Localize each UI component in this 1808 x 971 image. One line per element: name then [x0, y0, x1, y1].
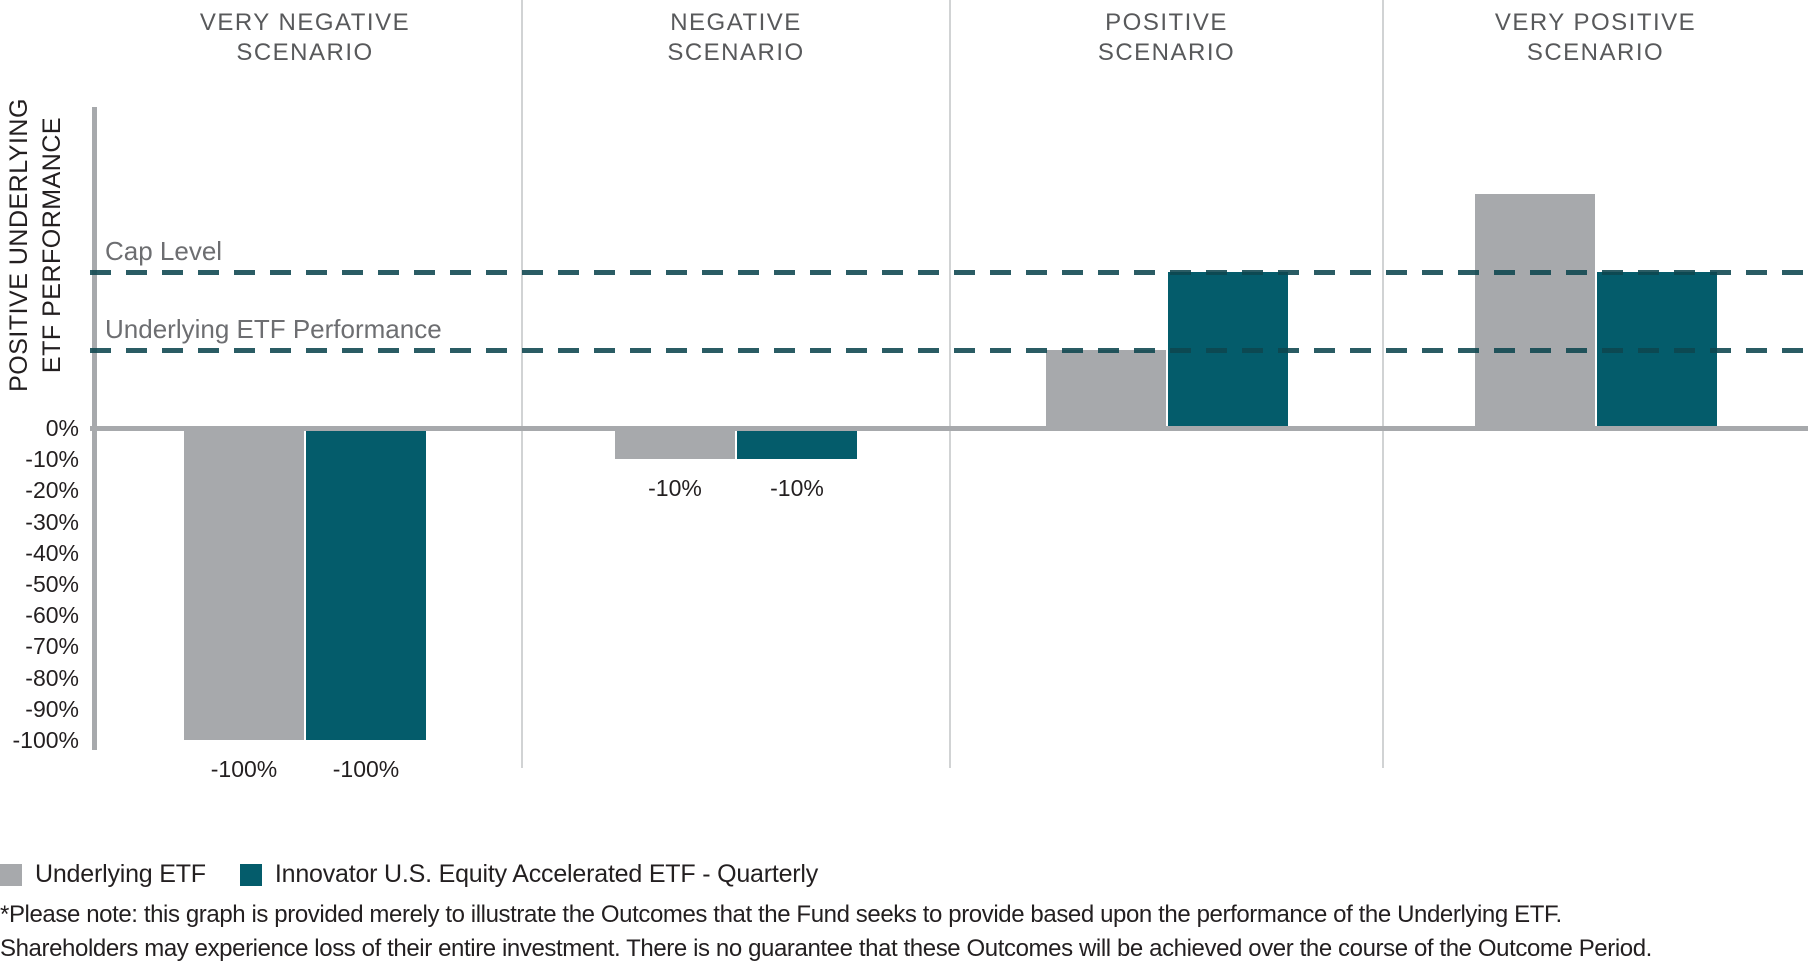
fund-etf-bar: [737, 428, 857, 460]
scenario-header-line: SCENARIO: [667, 39, 805, 66]
scenario-header-line: VERY POSITIVE: [1494, 9, 1697, 36]
scenario-header: NEGATIVE SCENARIO: [667, 8, 804, 68]
scenario-header-line: VERY NEGATIVE: [199, 9, 411, 36]
y-tick-label: -60%: [25, 602, 79, 629]
footnote-line2: Shareholders may experience loss of thei…: [0, 935, 1652, 962]
legend-label: Innovator U.S. Equity Accelerated ETF - …: [274, 860, 819, 888]
bar-value-label: -100%: [210, 756, 278, 782]
reference-dashed-line: [90, 348, 1808, 353]
y-tick-label: -90%: [25, 695, 79, 722]
y-axis-title: POSITIVE UNDERLYING ETF PERFORMANCE: [3, 98, 69, 392]
scenario-header-line: SCENARIO: [1526, 39, 1665, 66]
y-tick-label: -40%: [25, 539, 79, 566]
footnote-line1: *Please note: this graph is provided mer…: [0, 901, 1562, 928]
bar-value-label: -100%: [332, 756, 400, 782]
footnote: *Please note: this graph is provided mer…: [0, 898, 1808, 966]
underlying-etf-bar: [615, 428, 735, 460]
y-axis-title-line1: POSITIVE UNDERLYING: [5, 98, 33, 392]
y-axis-title-line2: ETF PERFORMANCE: [38, 116, 66, 374]
legend-swatch: [239, 863, 262, 886]
scenario-header: POSITIVE SCENARIO: [1098, 8, 1235, 68]
scenario-header-line: SCENARIO: [1097, 39, 1236, 66]
zero-percent-baseline: [90, 426, 1808, 431]
legend-item: Innovator U.S. Equity Accelerated ETF - …: [239, 860, 819, 889]
underlying-etf-bar: [1474, 194, 1595, 428]
panel-divider-line: [521, 0, 523, 768]
legend: Underlying ETF Innovator U.S. Equity Acce…: [0, 860, 818, 889]
legend-label: Underlying ETF: [35, 860, 206, 888]
scenario-header: VERY POSITIVE SCENARIO: [1495, 8, 1696, 68]
legend-item: Underlying ETF: [0, 860, 206, 889]
bar-value-label: -10%: [770, 475, 824, 502]
reference-dashed-line: [90, 270, 1808, 275]
legend-swatch: [0, 863, 22, 886]
y-tick-label: -70%: [25, 633, 79, 660]
y-tick-label: -100%: [12, 727, 79, 753]
bar-value-label: -10%: [648, 475, 702, 502]
scenario-header: VERY NEGATIVE SCENARIO: [200, 8, 410, 68]
panel-divider-line: [1382, 0, 1384, 768]
reference-line-label: Cap Level: [105, 236, 223, 266]
underlying-etf-bar: [184, 428, 304, 740]
y-tick-label: -80%: [25, 664, 79, 691]
y-tick-label: -20%: [25, 477, 79, 504]
scenario-header-line: SCENARIO: [236, 39, 374, 66]
fund-etf-bar: [306, 428, 426, 740]
y-tick-label: -10%: [25, 446, 79, 473]
y-tick-label: -30%: [25, 508, 79, 535]
scenario-header-line: POSITIVE: [1105, 9, 1228, 36]
y-tick-label: -50%: [25, 571, 79, 597]
scenario-header-line: NEGATIVE: [670, 9, 802, 36]
reference-line-label: Underlying ETF Performance: [105, 314, 442, 344]
underlying-etf-bar: [1045, 350, 1166, 428]
y-tick-label: 0%: [45, 415, 79, 441]
panel-divider-line: [949, 0, 951, 768]
